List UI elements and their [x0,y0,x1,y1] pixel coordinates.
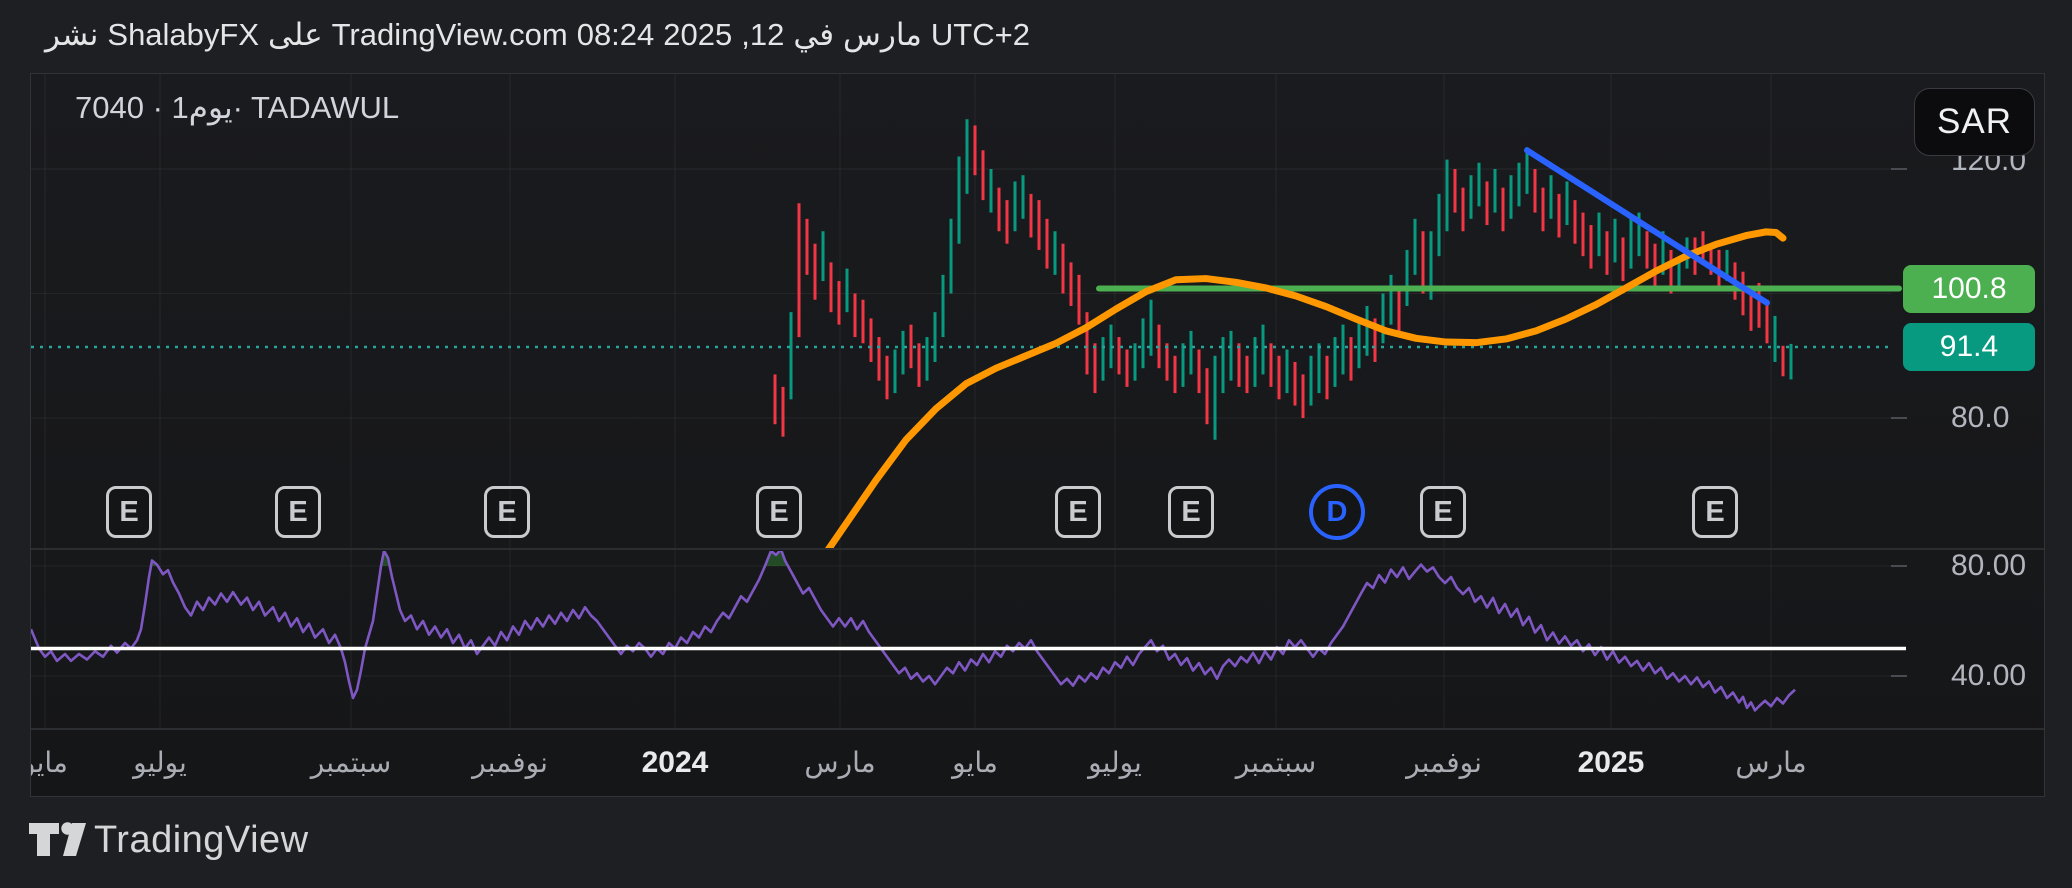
chart-canvas[interactable] [31,74,2044,796]
currency-toggle-button[interactable]: SAR [1914,88,2035,156]
time-axis-month-label: مارس [1735,747,1807,778]
time-axis-month-label: مايو [31,747,68,778]
time-axis-month-label: يوليو [133,747,187,778]
attribution-part: مارس [843,17,922,52]
attribution-part: على [268,17,323,52]
time-axis-year-label: 2024 [641,746,709,779]
time-axis-month-label: يوليو [1088,747,1142,778]
rsi-tick-80: 80.00 [1951,549,2027,582]
time-axis-month-label: مارس [804,747,876,778]
legend-title-part: يوم [188,90,233,125]
time-axis-month-label: مايو [952,747,998,778]
tradingview-logo-icon[interactable] [29,822,109,858]
time-axis-month-label: سبتمبر [1235,747,1317,778]
footer: TradingView [0,795,2072,888]
chart-widget[interactable]: 7040 · 1يوم · TADAWUL SAR 120.0 80.0 80.00… [30,73,2045,797]
earnings-event-badge[interactable]: E [1055,486,1101,538]
earnings-event-badge[interactable]: E [1692,486,1738,538]
earnings-event-badge[interactable]: E [1420,486,1466,538]
attribution-bar: نشر ShalabyFX على TradingView.com 08:24 2025,… [45,0,1039,70]
earnings-event-badge[interactable]: E [1168,486,1214,538]
price-tick-80: 80.0 [1951,401,2010,434]
legend-title-part: · TADAWUL [232,90,400,125]
attribution-part: ShalabyFX [107,17,260,52]
chart-legend-title[interactable]: 7040 · 1يوم · TADAWUL [75,90,399,126]
rsi-tick-40: 40.00 [1951,659,2027,692]
attribution-part: 08:24 [576,17,655,52]
last-price-badge[interactable]: 91.4 [1903,323,2035,372]
footer-brand-text[interactable]: TradingView [94,819,309,861]
earnings-event-badge[interactable]: E [756,486,802,538]
dividend-event-badge[interactable]: D [1309,484,1365,540]
legend-title-part: 7040 · 1 [75,90,189,125]
level-price-badge[interactable]: 100.8 [1903,264,2035,313]
attribution-part: نشر [45,17,99,52]
time-axis-month-label: نوفمبر [1406,747,1482,778]
earnings-event-badge[interactable]: E [484,486,530,538]
earnings-event-badge[interactable]: E [106,486,152,538]
attribution-part: في [793,17,835,52]
attribution-part: 2025 [663,17,733,52]
time-axis-year-label: 2025 [1577,746,1645,779]
earnings-event-badge[interactable]: E [275,486,321,538]
attribution-part: TradingView.com [331,17,568,52]
attribution-part: ,12 [741,17,785,52]
time-axis-month-label: نوفمبر [472,747,548,778]
time-axis-month-label: سبتمبر [310,747,392,778]
attribution-part: UTC+2 [930,17,1030,52]
